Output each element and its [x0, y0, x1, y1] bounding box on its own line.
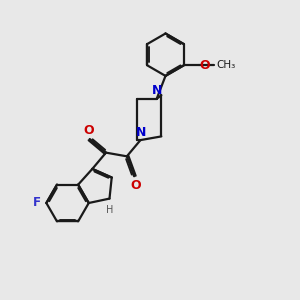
Text: F: F: [33, 196, 41, 209]
Text: O: O: [130, 178, 141, 192]
Text: CH₃: CH₃: [216, 60, 236, 70]
Text: N: N: [136, 126, 146, 139]
Text: N: N: [152, 83, 162, 97]
Text: O: O: [200, 59, 210, 72]
Text: O: O: [83, 124, 94, 137]
Text: H: H: [106, 205, 113, 215]
